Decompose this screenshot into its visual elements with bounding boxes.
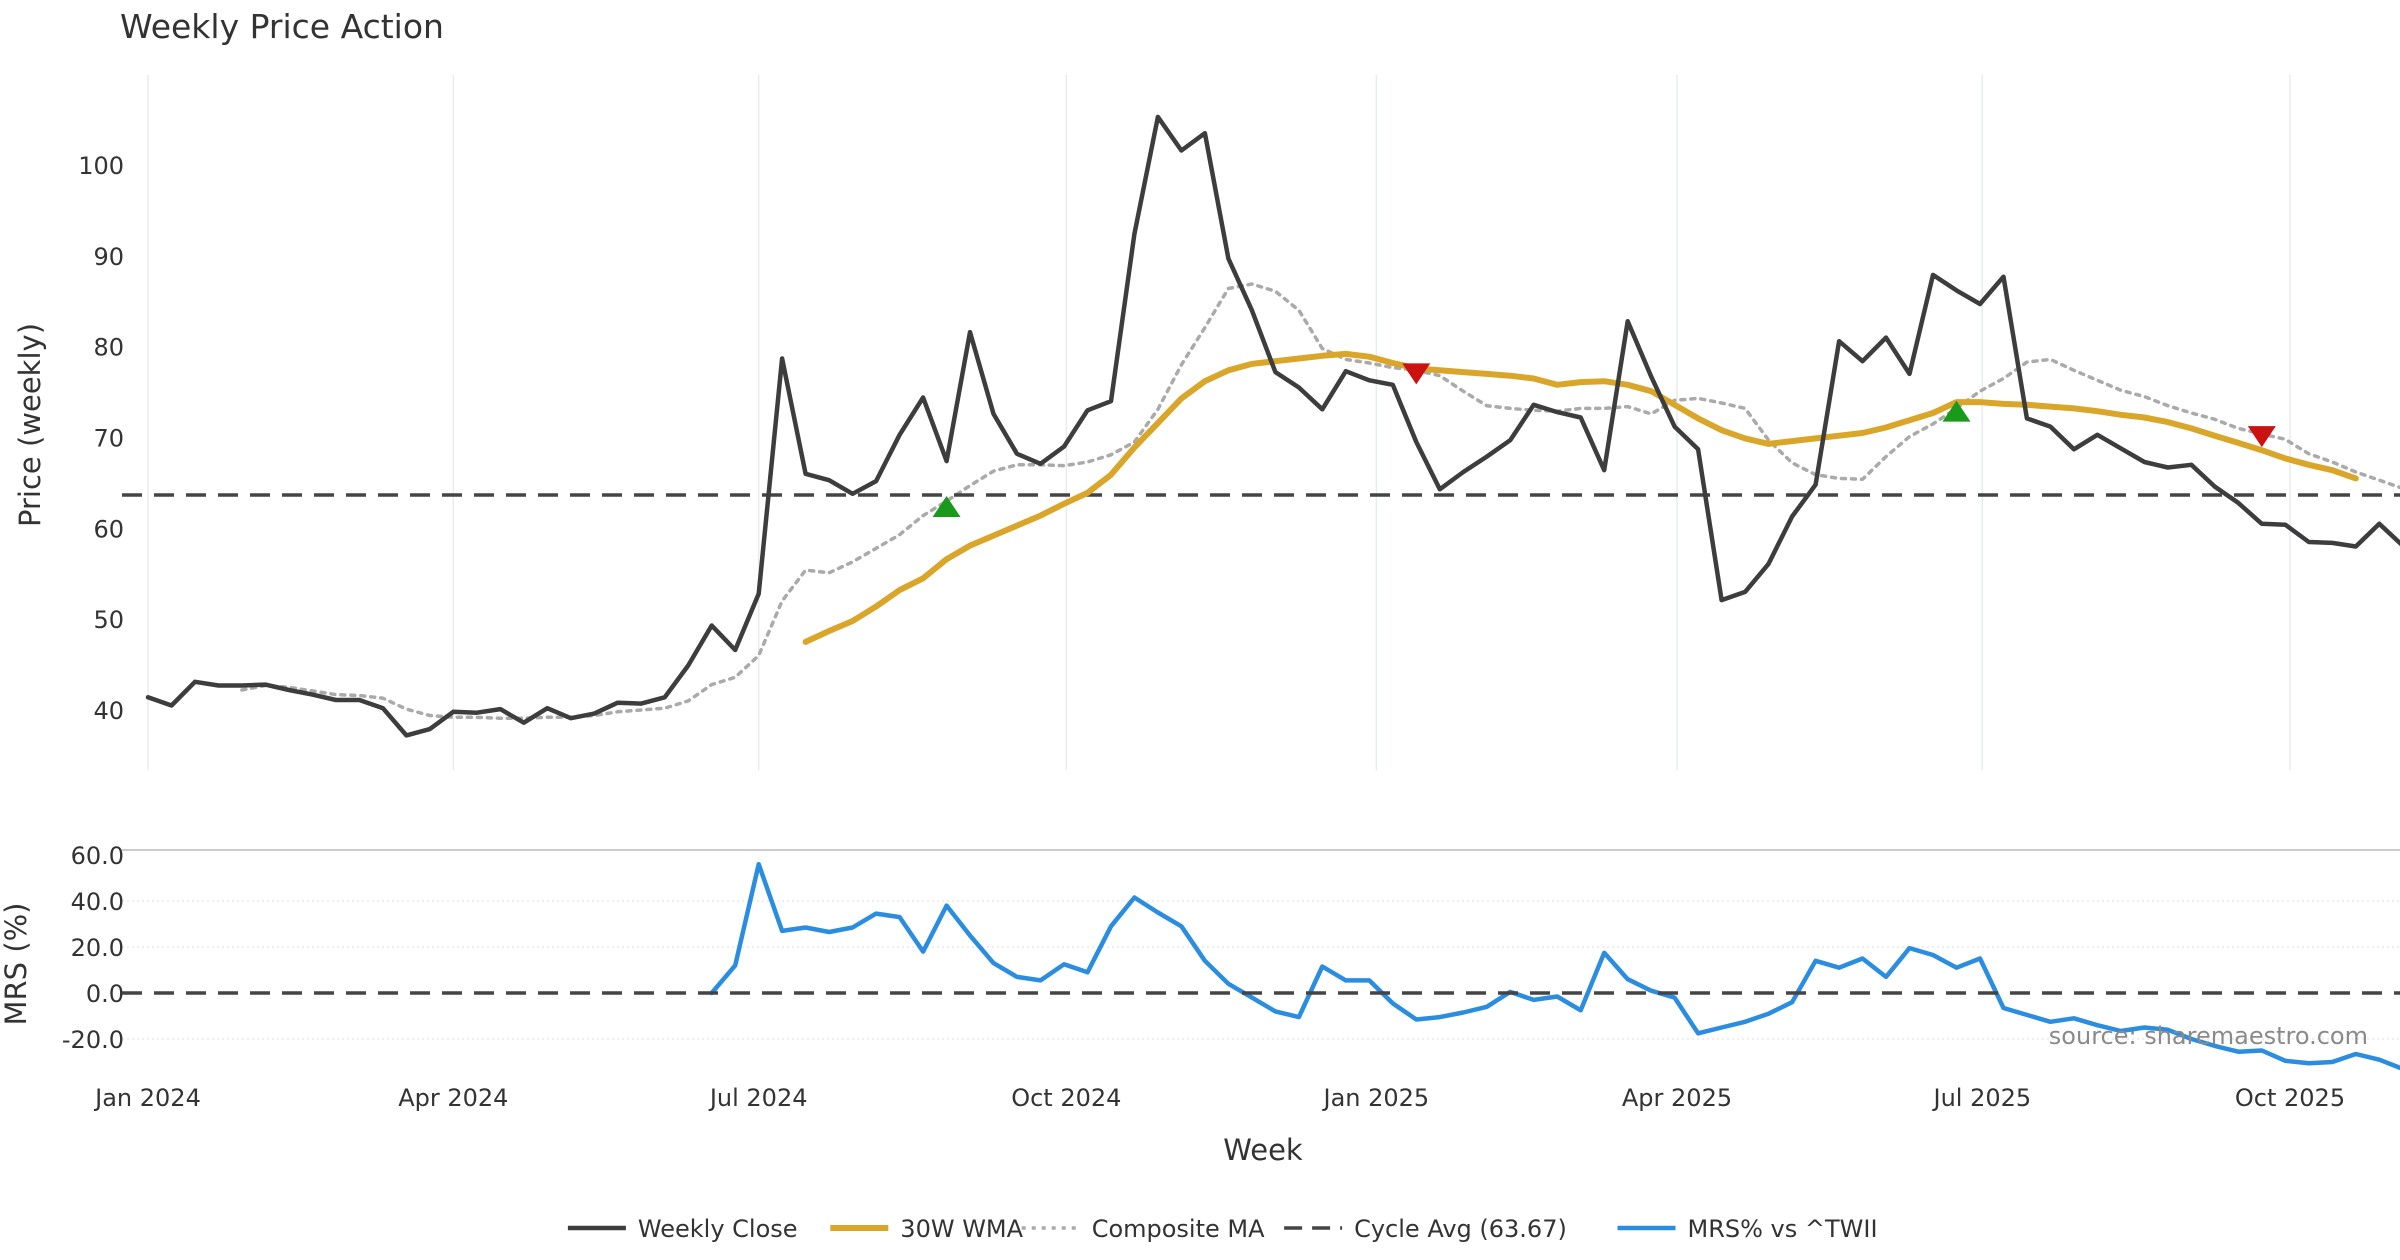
price-y-tick-label: 100	[78, 152, 124, 180]
legend-entry-composite-ma: Composite MA	[1021, 1215, 1265, 1243]
mrs-y-tick-label: -20.0	[62, 1026, 124, 1054]
mrs-panel-series	[122, 861, 2400, 1071]
x-tick-label: Jul 2025	[1931, 1084, 2031, 1112]
legend: Weekly Close 30W WMA Composite MA Cycle Avg…	[567, 1215, 1878, 1243]
chart-title: Weekly Price Action	[120, 7, 444, 46]
legend-label: MRS% vs ^TWII	[1688, 1215, 1878, 1243]
price-panel-y-axis-title: Price (weekly)	[13, 323, 47, 527]
x-axis-title: Week	[1223, 1133, 1303, 1167]
price-panel-series	[122, 114, 2400, 738]
composite-ma-line	[240, 282, 2400, 720]
price-panel-grid	[147, 75, 2291, 770]
mrs-y-tick-label: 0.0	[86, 980, 124, 1008]
mrs-panel-grid	[122, 849, 2400, 1040]
buy-signal-marker	[1942, 400, 1971, 422]
mrs-y-tick-label: 60.0	[71, 842, 124, 870]
legend-label: Composite MA	[1092, 1215, 1265, 1243]
sell-signal-marker	[1402, 363, 1431, 385]
x-tick-label: Apr 2024	[398, 1084, 508, 1112]
legend-entry-weekly-close: Weekly Close	[567, 1215, 798, 1243]
price-panel-signal-markers	[932, 363, 2276, 518]
legend-entry-cycle-avg-63-67: Cycle Avg (63.67)	[1284, 1215, 1567, 1243]
mrs-vs-twii-line	[709, 861, 2400, 1071]
legend-label: Weekly Close	[638, 1215, 798, 1243]
legend-label: 30W WMA	[900, 1215, 1023, 1243]
x-tick-label: Jan 2024	[93, 1084, 201, 1112]
price-y-tick-label: 70	[93, 425, 124, 453]
x-tick-label: Apr 2025	[1622, 1084, 1732, 1112]
legend-entry-30w-wma: 30W WMA	[830, 1215, 1024, 1243]
x-tick-label: Jan 2025	[1322, 1084, 1430, 1112]
price-y-tick-label: 80	[93, 334, 124, 362]
mrs-panel-y-ticks: 60.0 40.0 20.0 0.0 -20.0	[62, 842, 124, 1054]
30w-wma-line	[802, 350, 2359, 645]
x-tick-label: Oct 2024	[1011, 1084, 1121, 1112]
sell-signal-marker	[2247, 426, 2276, 448]
price-y-tick-label: 40	[93, 697, 124, 725]
mrs-y-tick-label: 40.0	[71, 888, 124, 916]
x-tick-label: Oct 2025	[2235, 1084, 2345, 1112]
price-y-tick-label: 90	[93, 243, 124, 271]
mrs-y-tick-label: 20.0	[71, 934, 124, 962]
source-annotation: source: sharemaestro.com	[2049, 1022, 2368, 1050]
buy-signal-marker	[932, 496, 961, 518]
legend-label: Cycle Avg (63.67)	[1354, 1215, 1567, 1243]
price-y-tick-label: 60	[93, 515, 124, 543]
x-tick-label: Jul 2024	[708, 1084, 808, 1112]
legend-entry-mrs-vs-twii: MRS% vs ^TWII	[1617, 1215, 1878, 1243]
x-axis-ticks: Jan 2024 Apr 2024 Jul 2024 Oct 2024 Jan 2025…	[93, 1084, 2345, 1112]
mrs-panel-y-axis-title: MRS (%)	[0, 903, 33, 1026]
price-panel-y-ticks: 40 50 60 70 80 90 100	[78, 152, 124, 725]
weekly-close-line	[145, 114, 2400, 738]
price-y-tick-label: 50	[93, 606, 124, 634]
